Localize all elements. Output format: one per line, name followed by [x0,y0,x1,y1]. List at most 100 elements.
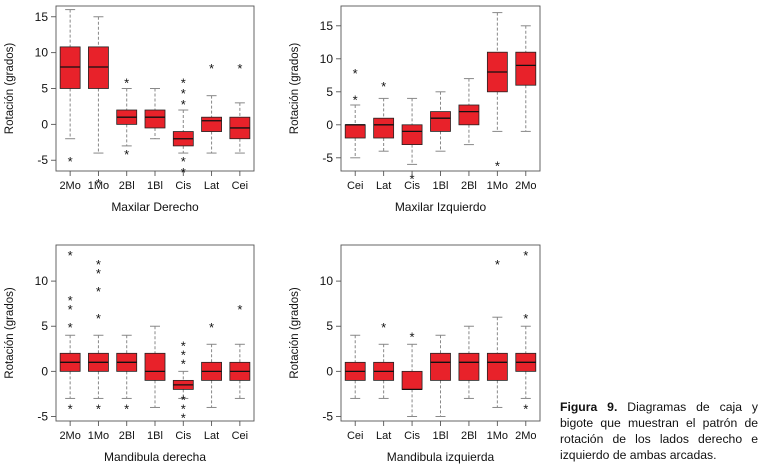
box-Cei [344,334,366,399]
box-iqr [344,124,366,139]
outlier-marker: * [181,410,186,425]
outlier-marker: * [124,147,129,162]
box-Lat: * [201,320,222,408]
outlier-marker: * [181,347,186,362]
chart-panel-2: -5 0 5 10 15 Rotación (grados) Cei Lat Cis 1Bl 2Bl… [289,5,541,214]
box-2Mo [515,25,537,132]
outlier-marker: * [181,75,186,90]
box-Lat: * [373,320,395,399]
outlier-marker: * [209,61,214,76]
box-1Mo: ***** [88,257,109,416]
x-tick-label: 1Mo [487,430,508,442]
box-Cis: ****** [172,338,194,425]
x-tick-label: Cis [404,180,420,192]
x-tick-label: 1Mo [88,430,109,442]
outlier-marker: * [410,172,415,187]
box-1Bl [144,325,166,408]
outlier-marker: * [68,401,73,416]
box-2Bl [458,78,480,146]
x-tick-label: 1Bl [433,180,449,192]
box-2Mo: ***** [59,248,81,416]
box-1Mo: * [486,12,508,173]
box-iqr [373,117,395,139]
box-1Bl [430,91,451,152]
x-tick-label: 1Mo [487,180,508,192]
box-iqr [458,352,480,381]
outlier-marker: * [181,401,186,416]
outlier-marker: * [209,320,214,335]
x-tick-label: Cis [175,180,191,192]
outlier-marker: * [381,79,386,94]
outlier-marker: * [237,61,242,76]
outlier-marker: * [96,257,101,272]
box-iqr [430,352,451,381]
x-tick-label: Cis [175,430,191,442]
box-2Bl [458,325,480,399]
outlier-marker: * [181,392,186,407]
y-tick-label: 5 [41,319,48,333]
box-1Mo: * [88,16,109,191]
outlier-marker: * [181,165,186,180]
y-tick-label: 0 [326,118,333,132]
y-tick-label: 0 [41,364,48,378]
x-tick-label: 1Bl [147,180,163,192]
outlier-marker: * [523,248,528,263]
box-1Mo: * [486,257,508,408]
box-2Mo: * [59,9,81,169]
outlier-marker: * [495,158,500,173]
x-tick-label: 2Bl [119,180,135,192]
x-tick-label: 2Mo [515,430,536,442]
outlier-marker: * [523,311,528,326]
x-tick-label: Lat [376,430,391,442]
box-Cis: * [401,329,423,417]
outlier-marker: * [96,311,101,326]
x-axis-title: Maxilar Derecho [111,200,199,214]
outlier-marker: * [96,401,101,416]
outlier-marker: * [495,257,500,272]
y-axis-title: Rotación (grados) [289,43,301,135]
box-Cis: ***** [172,75,194,180]
outlier-marker: * [96,266,101,281]
plot-frame [340,5,541,172]
y-tick-label: 5 [326,85,333,99]
box-iqr [144,109,166,129]
y-axis-title: Rotación (grados) [4,287,16,379]
box-iqr [401,124,423,146]
y-tick-label: 15 [320,19,334,33]
y-tick-label: 0 [326,364,333,378]
box-1Bl [430,334,451,417]
box-iqr [201,116,222,132]
x-tick-label: Lat [204,180,219,192]
y-tick-label: 10 [320,52,334,66]
y-tick-label: -5 [322,151,333,165]
box-iqr [430,111,451,132]
y-tick-label: 5 [326,319,333,333]
outlier-marker: * [96,176,101,191]
outlier-marker: * [353,92,358,107]
box-iqr [458,104,480,126]
x-tick-label: 1Mo [88,180,109,192]
x-tick-label: 2Bl [461,430,477,442]
chart-panel-3: -5 0 5 10 Rotación (grados) 2Mo 1Mo 2Bl 1Bl Cis La… [4,244,255,464]
box-iqr [88,46,109,89]
box-2Mo: * * * [515,248,537,416]
figure-caption: Figura 9. Diagramas de caja y bigote que… [560,399,758,463]
x-axis-title: Mandibula derecha [104,450,206,464]
x-axis-title: Mandibula izquierda [387,450,495,464]
box-iqr [59,46,81,89]
outlier-marker: * [124,75,129,90]
outlier-marker: * [124,401,129,416]
y-tick-label: 10 [320,274,334,288]
x-tick-label: 2Bl [461,180,477,192]
x-tick-label: 1Bl [433,430,449,442]
outlier-marker: * [353,66,358,81]
outlier-marker: * [68,248,73,263]
x-tick-label: 1Bl [147,430,163,442]
box-1Bl [144,88,166,140]
chart-panel-4: -5 0 5 10 Rotación (grados) Cei Lat Cis 1Bl 2Bl 1M… [289,244,541,464]
y-tick-label: -5 [322,409,333,423]
plot-frame [340,244,541,422]
outlier-marker: * [181,356,186,371]
outlier-marker: * [181,97,186,112]
